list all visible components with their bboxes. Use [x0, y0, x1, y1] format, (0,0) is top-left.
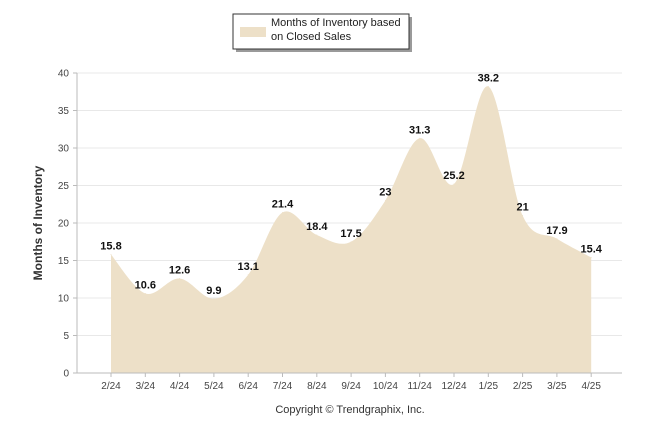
y-axis-label: Months of Inventory [31, 165, 45, 280]
copyright-text: Copyright © Trendgraphix, Inc. [275, 404, 424, 416]
axes: 0 5 10 15 20 25 30 35 40 2/24 3/24 4/24 5/24 6/24 7/24… [58, 69, 622, 392]
x-tick-label: 5/24 [204, 381, 224, 392]
data-point [179, 278, 181, 279]
y-tick-label: 15 [58, 256, 70, 267]
x-tick-label: 8/24 [307, 381, 327, 392]
y-tick-label: 10 [58, 294, 70, 305]
data-point [453, 183, 455, 185]
data-point [144, 293, 146, 294]
y-tick-label: 20 [58, 219, 70, 230]
data-label: 18.4 [306, 221, 328, 233]
data-label: 17.9 [546, 225, 567, 237]
data-label: 13.1 [237, 261, 258, 273]
data-label: 23 [379, 187, 391, 199]
x-tick-label: 6/24 [238, 381, 258, 392]
y-tick-label: 0 [63, 369, 69, 380]
legend-label-line-2: on Closed Sales [271, 31, 352, 43]
x-tick-label: 12/24 [441, 381, 466, 392]
x-tick-label: 11/24 [408, 381, 433, 392]
area-fill [111, 86, 592, 373]
x-tick-label: 2/25 [513, 381, 533, 392]
data-label: 9.9 [206, 285, 221, 297]
x-tick-label: 3/24 [136, 381, 156, 392]
x-tick-label: 7/24 [273, 381, 293, 392]
data-point [316, 234, 318, 236]
data-point [247, 274, 249, 276]
x-tick-label: 10/24 [373, 381, 398, 392]
data-label: 21 [516, 202, 528, 214]
data-point [350, 241, 352, 243]
x-tick-label: 4/25 [581, 381, 601, 392]
x-tick-label: 2/24 [101, 381, 121, 392]
data-label: 15.4 [580, 244, 602, 256]
data-point [556, 238, 558, 240]
series-area [110, 86, 592, 373]
y-tick-label: 35 [58, 106, 70, 117]
legend-swatch [240, 27, 266, 37]
data-label: 25.2 [443, 170, 464, 182]
data-point [384, 200, 386, 201]
data-label: 38.2 [478, 73, 499, 85]
data-point [213, 298, 215, 300]
y-tick-label: 30 [58, 144, 70, 155]
data-label: 17.5 [340, 228, 361, 240]
legend: Months of Inventory based on Closed Sale… [232, 13, 412, 52]
data-label: 10.6 [135, 280, 156, 292]
y-tick-label: 40 [58, 69, 70, 80]
x-tick-label: 1/25 [479, 381, 499, 392]
x-tick-label: 9/24 [341, 381, 361, 392]
y-tick-label: 25 [58, 181, 70, 192]
data-point [522, 215, 524, 216]
y-tick-label: 5 [63, 331, 69, 342]
data-point [419, 137, 421, 139]
data-label: 21.4 [272, 199, 294, 211]
x-tick-label: 4/24 [170, 381, 190, 392]
x-tick-label: 3/25 [547, 381, 567, 392]
data-label: 31.3 [409, 124, 430, 136]
legend-label-line-1: Months of Inventory based [271, 17, 401, 29]
data-point [282, 212, 283, 213]
data-labels: 15.8 10.6 12.6 9.9 13.1 21.4 18.4 17.5 23 31.3 25.… [100, 73, 602, 297]
data-point [487, 86, 489, 87]
data-point [590, 257, 592, 258]
data-label: 15.8 [100, 241, 121, 253]
data-label: 12.6 [169, 265, 190, 277]
data-point [110, 254, 112, 255]
